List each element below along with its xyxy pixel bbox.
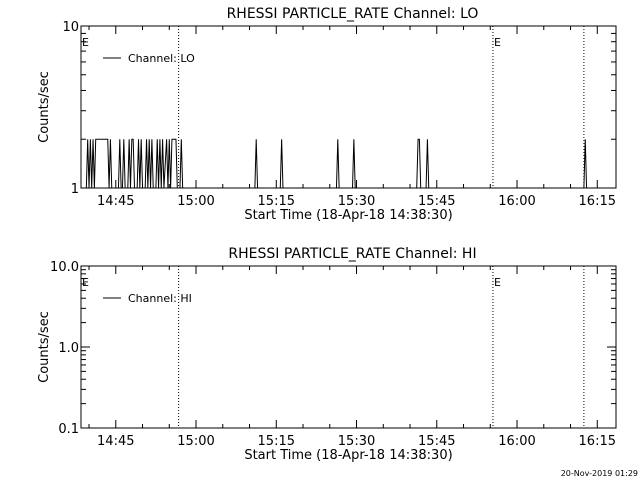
chart0-event-marker: E (82, 36, 89, 49)
chart1-event-marker: E (82, 276, 89, 289)
chart1-event-marker: E (494, 276, 501, 289)
chart1-y-axis-label: Counts/sec (37, 311, 52, 383)
chart0-x-axis-label: Start Time (18-Apr-18 14:38:30) (244, 208, 452, 223)
chart1-title: RHESSI PARTICLE_RATE Channel: HI (228, 246, 476, 262)
chart1-y-tick-label: 10.0 (50, 260, 79, 275)
chart1-x-tick-label: 16:00 (498, 434, 535, 449)
chart1-x-tick-label: 15:45 (418, 434, 455, 449)
timestamp-label: 20-Nov-2019 01:29 (561, 469, 638, 478)
chart1-x-tick-label: 14:45 (97, 434, 134, 449)
chart0-x-tick-label: 15:00 (177, 194, 214, 209)
chart0-x-tick-label: 14:45 (97, 194, 134, 209)
chart0-x-tick-label: 15:45 (418, 194, 455, 209)
chart0-y-tick-label: 1 (71, 182, 79, 197)
chart0-title: RHESSI PARTICLE_RATE Channel: LO (227, 6, 479, 22)
chart0-x-tick-label: 16:15 (579, 194, 616, 209)
chart1-plot-frame (80, 265, 617, 429)
chart1-x-tick-label: 16:15 (579, 434, 616, 449)
chart0-y-tick-label: 10 (62, 20, 79, 35)
chart0-event-marker: E (494, 36, 501, 49)
chart1-x-tick-label: 15:00 (177, 434, 214, 449)
chart0-series-line-0 (81, 138, 616, 189)
chart1-x-tick-label: 15:30 (338, 434, 375, 449)
chart1-x-tick-label: 15:15 (258, 434, 295, 449)
chart0-x-tick-label: 15:15 (258, 194, 295, 209)
chart1-y-tick-label: 1.0 (58, 341, 79, 356)
chart0-legend-label: Channel: LO (128, 52, 195, 65)
chart0-x-tick-label: 16:00 (498, 194, 535, 209)
chart1-legend-label: Channel: HI (128, 292, 192, 305)
chart1-x-axis-label: Start Time (18-Apr-18 14:38:30) (244, 448, 452, 463)
chart0-plot-frame (80, 25, 617, 189)
chart0-x-tick-label: 15:30 (338, 194, 375, 209)
chart0-y-axis-label: Counts/sec (37, 71, 52, 143)
chart1-y-tick-label: 0.1 (58, 422, 79, 437)
